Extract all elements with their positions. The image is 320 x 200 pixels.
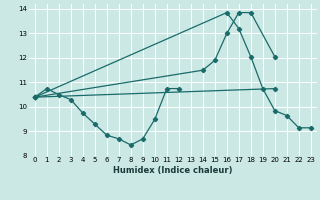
X-axis label: Humidex (Indice chaleur): Humidex (Indice chaleur) [113,166,233,175]
